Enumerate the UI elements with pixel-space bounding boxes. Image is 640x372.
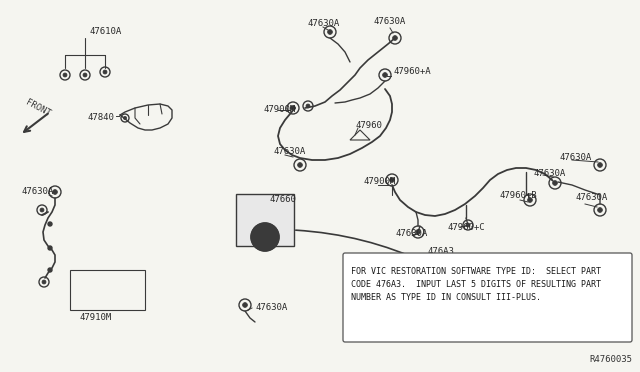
Circle shape	[306, 104, 310, 108]
Text: 47960+B: 47960+B	[500, 192, 538, 201]
Circle shape	[552, 180, 557, 185]
Circle shape	[415, 230, 420, 234]
Circle shape	[527, 198, 532, 202]
Circle shape	[103, 70, 107, 74]
FancyBboxPatch shape	[236, 194, 294, 246]
Text: FOR VIC RESTORATION SOFTWARE TYPE ID:  SELECT PART: FOR VIC RESTORATION SOFTWARE TYPE ID: SE…	[351, 267, 601, 276]
Circle shape	[390, 177, 394, 182]
Bar	[70, 270, 145, 310]
Circle shape	[466, 223, 470, 227]
Text: FRONT: FRONT	[24, 98, 52, 118]
Text: 47610A: 47610A	[90, 28, 122, 36]
Circle shape	[598, 208, 602, 212]
Text: 47630A: 47630A	[575, 193, 607, 202]
Text: 476A3: 476A3	[427, 247, 454, 257]
Text: CODE 476A3.  INPUT LAST 5 DIGITS OF RESULTING PART: CODE 476A3. INPUT LAST 5 DIGITS OF RESUL…	[351, 280, 601, 289]
Text: 47630A: 47630A	[533, 169, 565, 177]
Circle shape	[243, 302, 248, 307]
Circle shape	[42, 280, 46, 284]
Text: 47910M: 47910M	[80, 314, 112, 323]
Circle shape	[383, 73, 387, 77]
Circle shape	[598, 163, 602, 167]
Circle shape	[328, 30, 332, 34]
Circle shape	[52, 190, 58, 195]
Text: 47630A: 47630A	[396, 230, 428, 238]
Circle shape	[48, 268, 52, 272]
Circle shape	[298, 163, 302, 167]
Text: 47630A: 47630A	[22, 187, 54, 196]
Text: 47630A: 47630A	[255, 304, 287, 312]
Text: 47900M: 47900M	[263, 106, 295, 115]
Text: 47900M: 47900M	[364, 177, 396, 186]
Circle shape	[48, 222, 52, 226]
Text: NUMBER AS TYPE ID IN CONSULT III-PLUS.: NUMBER AS TYPE ID IN CONSULT III-PLUS.	[351, 293, 541, 302]
Text: 47630A: 47630A	[560, 154, 592, 163]
Text: 47660: 47660	[270, 196, 297, 205]
FancyBboxPatch shape	[343, 253, 632, 342]
Text: 47960+C: 47960+C	[448, 224, 486, 232]
Circle shape	[392, 36, 397, 41]
Circle shape	[124, 116, 127, 120]
Circle shape	[48, 246, 52, 250]
Text: R4760035: R4760035	[589, 355, 632, 364]
Circle shape	[63, 73, 67, 77]
Text: 47960: 47960	[355, 121, 382, 129]
Text: 47630A: 47630A	[374, 17, 406, 26]
Text: 47630A: 47630A	[308, 19, 340, 29]
Text: 47960+A: 47960+A	[393, 67, 431, 77]
Text: 47630A: 47630A	[274, 148, 307, 157]
Circle shape	[251, 223, 279, 251]
Circle shape	[40, 208, 44, 212]
Circle shape	[291, 106, 296, 110]
Circle shape	[83, 73, 87, 77]
Text: 47840: 47840	[88, 112, 115, 122]
